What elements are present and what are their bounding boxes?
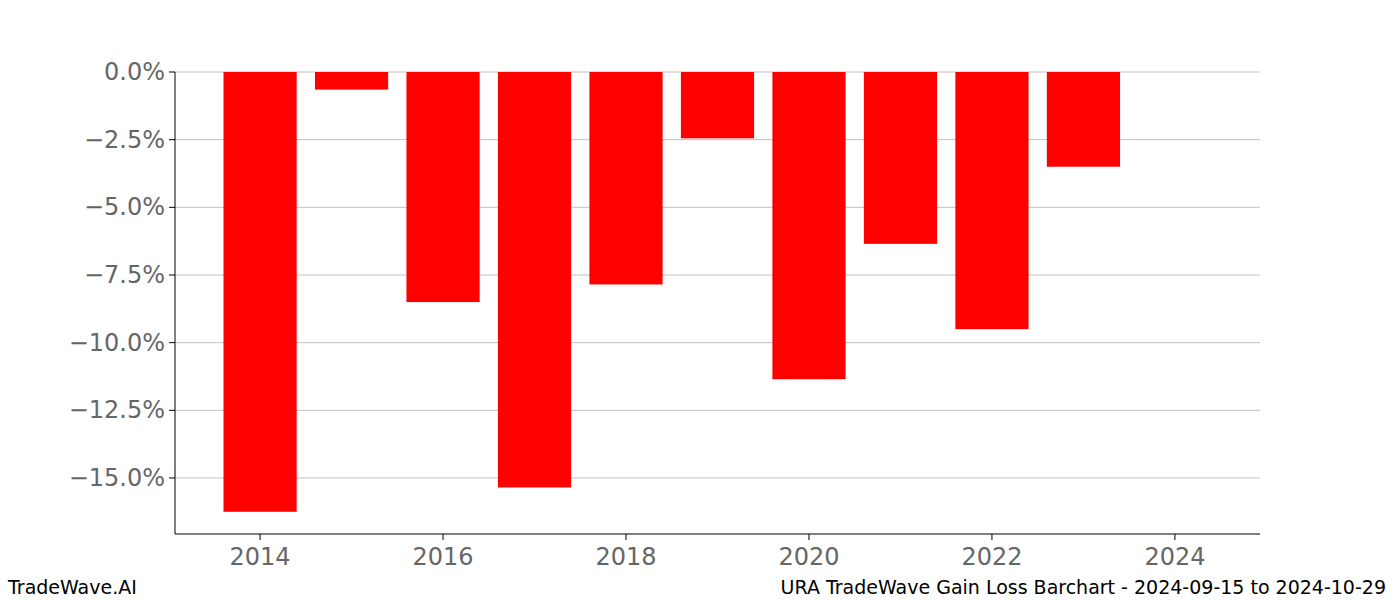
- bars: [223, 72, 1120, 512]
- bar: [681, 72, 754, 138]
- y-tick-label: −7.5%: [84, 261, 165, 289]
- bar: [864, 72, 937, 244]
- y-axis-line: [175, 72, 176, 534]
- y-tick-label: −10.0%: [69, 329, 165, 357]
- y-tick: [169, 139, 175, 140]
- x-tick-label: 2014: [230, 543, 291, 571]
- grid-line: [175, 274, 1260, 275]
- x-tick: [260, 534, 261, 540]
- y-tick: [169, 72, 175, 73]
- chart-root: 0.0% −2.5% −5.0% −7.5% −10.0% −12.5% −15.0% 201…: [0, 0, 1400, 600]
- x-tick-label: 2018: [595, 543, 656, 571]
- grid: [175, 72, 1260, 478]
- x-tick-label: 2020: [778, 543, 839, 571]
- y-tick: [169, 342, 175, 343]
- y-tick: [169, 207, 175, 208]
- x-tick: [443, 534, 444, 540]
- bar: [315, 72, 388, 90]
- y-tick-label: −2.5%: [84, 126, 165, 154]
- bar: [1047, 72, 1120, 167]
- axes: 0.0% −2.5% −5.0% −7.5% −10.0% −12.5% −15.0% 201…: [69, 58, 1260, 571]
- bar: [955, 72, 1028, 329]
- grid-line: [175, 410, 1260, 411]
- bar: [223, 72, 296, 512]
- x-tick: [991, 534, 992, 540]
- title: URA TradeWave Gain Loss Barchart - 2024-…: [781, 576, 1386, 598]
- grid-line: [175, 342, 1260, 343]
- bar: [589, 72, 662, 284]
- bar: [406, 72, 479, 302]
- x-tick: [626, 534, 627, 540]
- x-tick-label: 2024: [1144, 543, 1205, 571]
- watermark: TradeWave.AI: [7, 576, 137, 598]
- bar: [498, 72, 571, 487]
- x-tick-label: 2016: [413, 543, 474, 571]
- y-tick-label: −5.0%: [84, 193, 165, 221]
- y-tick: [169, 477, 175, 478]
- y-tick: [169, 274, 175, 275]
- y-tick-label: −12.5%: [69, 396, 165, 424]
- grid-line: [175, 477, 1260, 478]
- x-axis-line: [175, 534, 1260, 535]
- grid-line: [175, 207, 1260, 208]
- x-tick: [1174, 534, 1175, 540]
- x-tick: [808, 534, 809, 540]
- bar: [772, 72, 845, 379]
- y-tick: [169, 410, 175, 411]
- chart: 0.0% −2.5% −5.0% −7.5% −10.0% −12.5% −15.0% 201…: [0, 0, 1400, 600]
- y-tick-label: 0.0%: [104, 58, 165, 86]
- y-tick-label: −15.0%: [69, 464, 165, 492]
- x-tick-label: 2022: [961, 543, 1022, 571]
